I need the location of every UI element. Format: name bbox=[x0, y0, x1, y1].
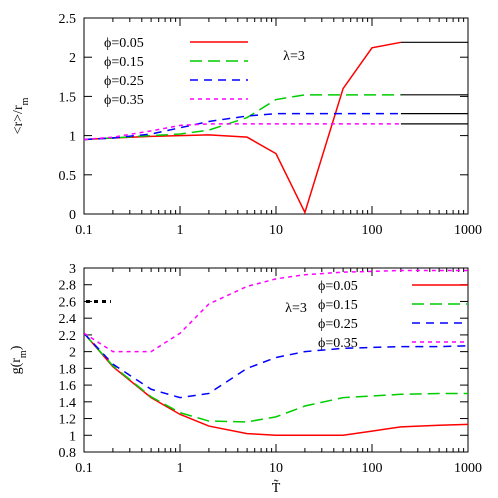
y-axis-label: g(rm) bbox=[9, 345, 29, 374]
y-tick-label: 3 bbox=[69, 262, 76, 277]
legend-label: ϕ=0.05 bbox=[318, 279, 358, 294]
x-tick-label: 0.1 bbox=[75, 461, 93, 476]
series-line-2 bbox=[84, 94, 401, 141]
plot-frame bbox=[83, 17, 469, 215]
x-tick-label: 100 bbox=[362, 461, 383, 476]
y-tick-label: 2.2 bbox=[59, 329, 77, 344]
y-tick-label: 2 bbox=[69, 346, 76, 361]
y-tick-label: 0.8 bbox=[59, 446, 77, 461]
legend-label: ϕ=0.25 bbox=[104, 74, 144, 89]
legend-label: ϕ=0.35 bbox=[104, 93, 144, 108]
y-tick-label: 2 bbox=[69, 51, 76, 66]
y-tick-label: 2.5 bbox=[59, 12, 77, 27]
lambda-annotation: λ=3 bbox=[283, 49, 305, 64]
y-tick-label: 1 bbox=[69, 130, 76, 145]
chart-panel-bottom: 0.1 1 10 100 10000.811.21.41.61.822.22.42.62… bbox=[9, 262, 482, 496]
x-axis-label: T̃ bbox=[272, 479, 281, 496]
series-line-3 bbox=[84, 112, 401, 141]
x-tick-label: 1 bbox=[177, 223, 184, 238]
plot-frame bbox=[83, 267, 469, 453]
y-tick-label: 2.4 bbox=[59, 312, 77, 327]
y-tick-label: 1 bbox=[69, 429, 76, 444]
y-tick-label: 1.4 bbox=[59, 396, 77, 411]
y-tick-label: 1.5 bbox=[59, 90, 77, 105]
y-tick-label: 1.8 bbox=[59, 362, 77, 377]
legend-label: ϕ=0.35 bbox=[318, 336, 358, 351]
x-tick-label: 1000 bbox=[454, 223, 482, 238]
x-tick-label: 10 bbox=[269, 461, 283, 476]
x-tick-label: 0.1 bbox=[75, 223, 93, 238]
x-tick-label: 1 bbox=[177, 461, 184, 476]
y-axis-label: <r>/rm bbox=[11, 97, 31, 134]
series-line-3 bbox=[84, 332, 468, 399]
series-line-1 bbox=[84, 332, 468, 437]
y-tick-label: 0.5 bbox=[59, 169, 77, 184]
y-tick-label: 1.2 bbox=[59, 413, 77, 428]
chart-panel-top: 0.1 1 10 100 1000 0 0.5 1 1.5 2 2.5 <r>/rm λ=3 ϕ=0.05… bbox=[11, 12, 482, 238]
y-tick-label: 0 bbox=[69, 208, 76, 223]
legend-label: ϕ=0.05 bbox=[104, 36, 144, 51]
legend-label: ϕ=0.25 bbox=[318, 317, 358, 332]
legend-label: ϕ=0.15 bbox=[318, 298, 358, 313]
series-line-2 bbox=[84, 332, 468, 423]
y-tick-label: 2.6 bbox=[59, 295, 77, 310]
x-tick-label: 10 bbox=[269, 223, 283, 238]
series-line-4 bbox=[84, 269, 468, 353]
lambda-annotation: λ=3 bbox=[285, 301, 307, 316]
y-tick-label: 2.8 bbox=[59, 279, 77, 294]
y-tick-label: 1.6 bbox=[59, 379, 77, 394]
x-tick-label: 100 bbox=[362, 223, 383, 238]
x-tick-label: 1000 bbox=[454, 461, 482, 476]
legend-label: ϕ=0.15 bbox=[104, 55, 144, 70]
